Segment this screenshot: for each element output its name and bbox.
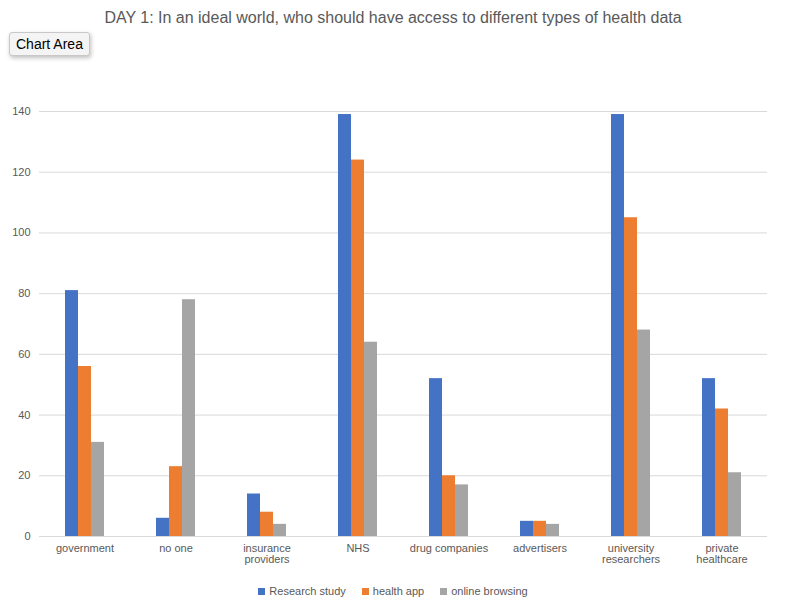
svg-text:80: 80 xyxy=(18,287,30,299)
svg-text:40: 40 xyxy=(18,409,30,421)
svg-text:drug companies: drug companies xyxy=(410,542,489,554)
svg-text:insuranceproviders: insuranceproviders xyxy=(243,542,291,565)
html-text:health app: health app xyxy=(372,585,425,597)
svg-text:no one: no one xyxy=(159,542,193,554)
svg-text:NHS: NHS xyxy=(346,542,369,554)
svg-text:140: 140 xyxy=(12,105,30,117)
svg-text:60: 60 xyxy=(18,348,30,360)
svg-text:100: 100 xyxy=(12,226,30,238)
svg-text:privatehealthcare: privatehealthcare xyxy=(696,542,747,565)
html-text:DAY 1: In an ideal world, who: DAY 1: In an ideal world, who should hav… xyxy=(104,9,682,26)
svg-text:0: 0 xyxy=(24,530,30,542)
html-text:online browsing: online browsing xyxy=(451,585,528,597)
svg-text:universityresearchers: universityresearchers xyxy=(602,542,661,565)
html-text:Research study: Research study xyxy=(269,585,346,597)
svg-text:government: government xyxy=(56,542,114,554)
svg-text:120: 120 xyxy=(12,166,30,178)
html-text:Chart Area: Chart Area xyxy=(16,36,83,52)
svg-text:advertisers: advertisers xyxy=(513,542,567,554)
svg-text:20: 20 xyxy=(18,469,30,481)
